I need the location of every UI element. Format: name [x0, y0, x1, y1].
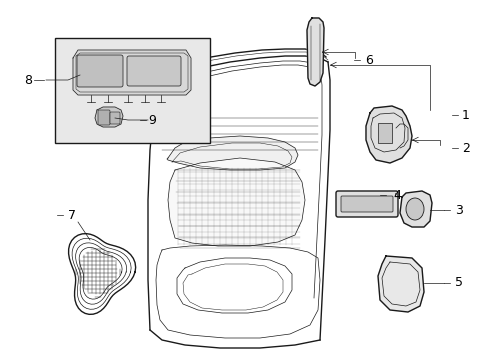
- FancyBboxPatch shape: [110, 112, 120, 124]
- FancyBboxPatch shape: [98, 110, 110, 125]
- Text: 4: 4: [392, 189, 400, 202]
- Polygon shape: [95, 107, 123, 127]
- FancyBboxPatch shape: [77, 55, 123, 87]
- Text: 1: 1: [461, 108, 469, 122]
- Text: 2: 2: [461, 141, 469, 154]
- Polygon shape: [68, 234, 135, 314]
- Polygon shape: [377, 256, 423, 312]
- Polygon shape: [73, 50, 191, 95]
- Text: 3: 3: [454, 203, 462, 216]
- Polygon shape: [167, 136, 297, 170]
- Bar: [377, 123, 391, 143]
- Bar: [55, 38, 209, 143]
- Text: 5: 5: [454, 276, 462, 289]
- Text: 8: 8: [24, 73, 32, 86]
- Text: 9: 9: [148, 113, 156, 126]
- Polygon shape: [399, 191, 431, 227]
- FancyBboxPatch shape: [127, 56, 181, 86]
- Text: 7: 7: [68, 208, 76, 221]
- Polygon shape: [365, 106, 411, 163]
- FancyBboxPatch shape: [340, 196, 392, 212]
- Polygon shape: [306, 18, 324, 86]
- Text: 6: 6: [364, 54, 372, 67]
- Polygon shape: [168, 158, 305, 246]
- Ellipse shape: [405, 198, 423, 220]
- FancyBboxPatch shape: [335, 191, 397, 217]
